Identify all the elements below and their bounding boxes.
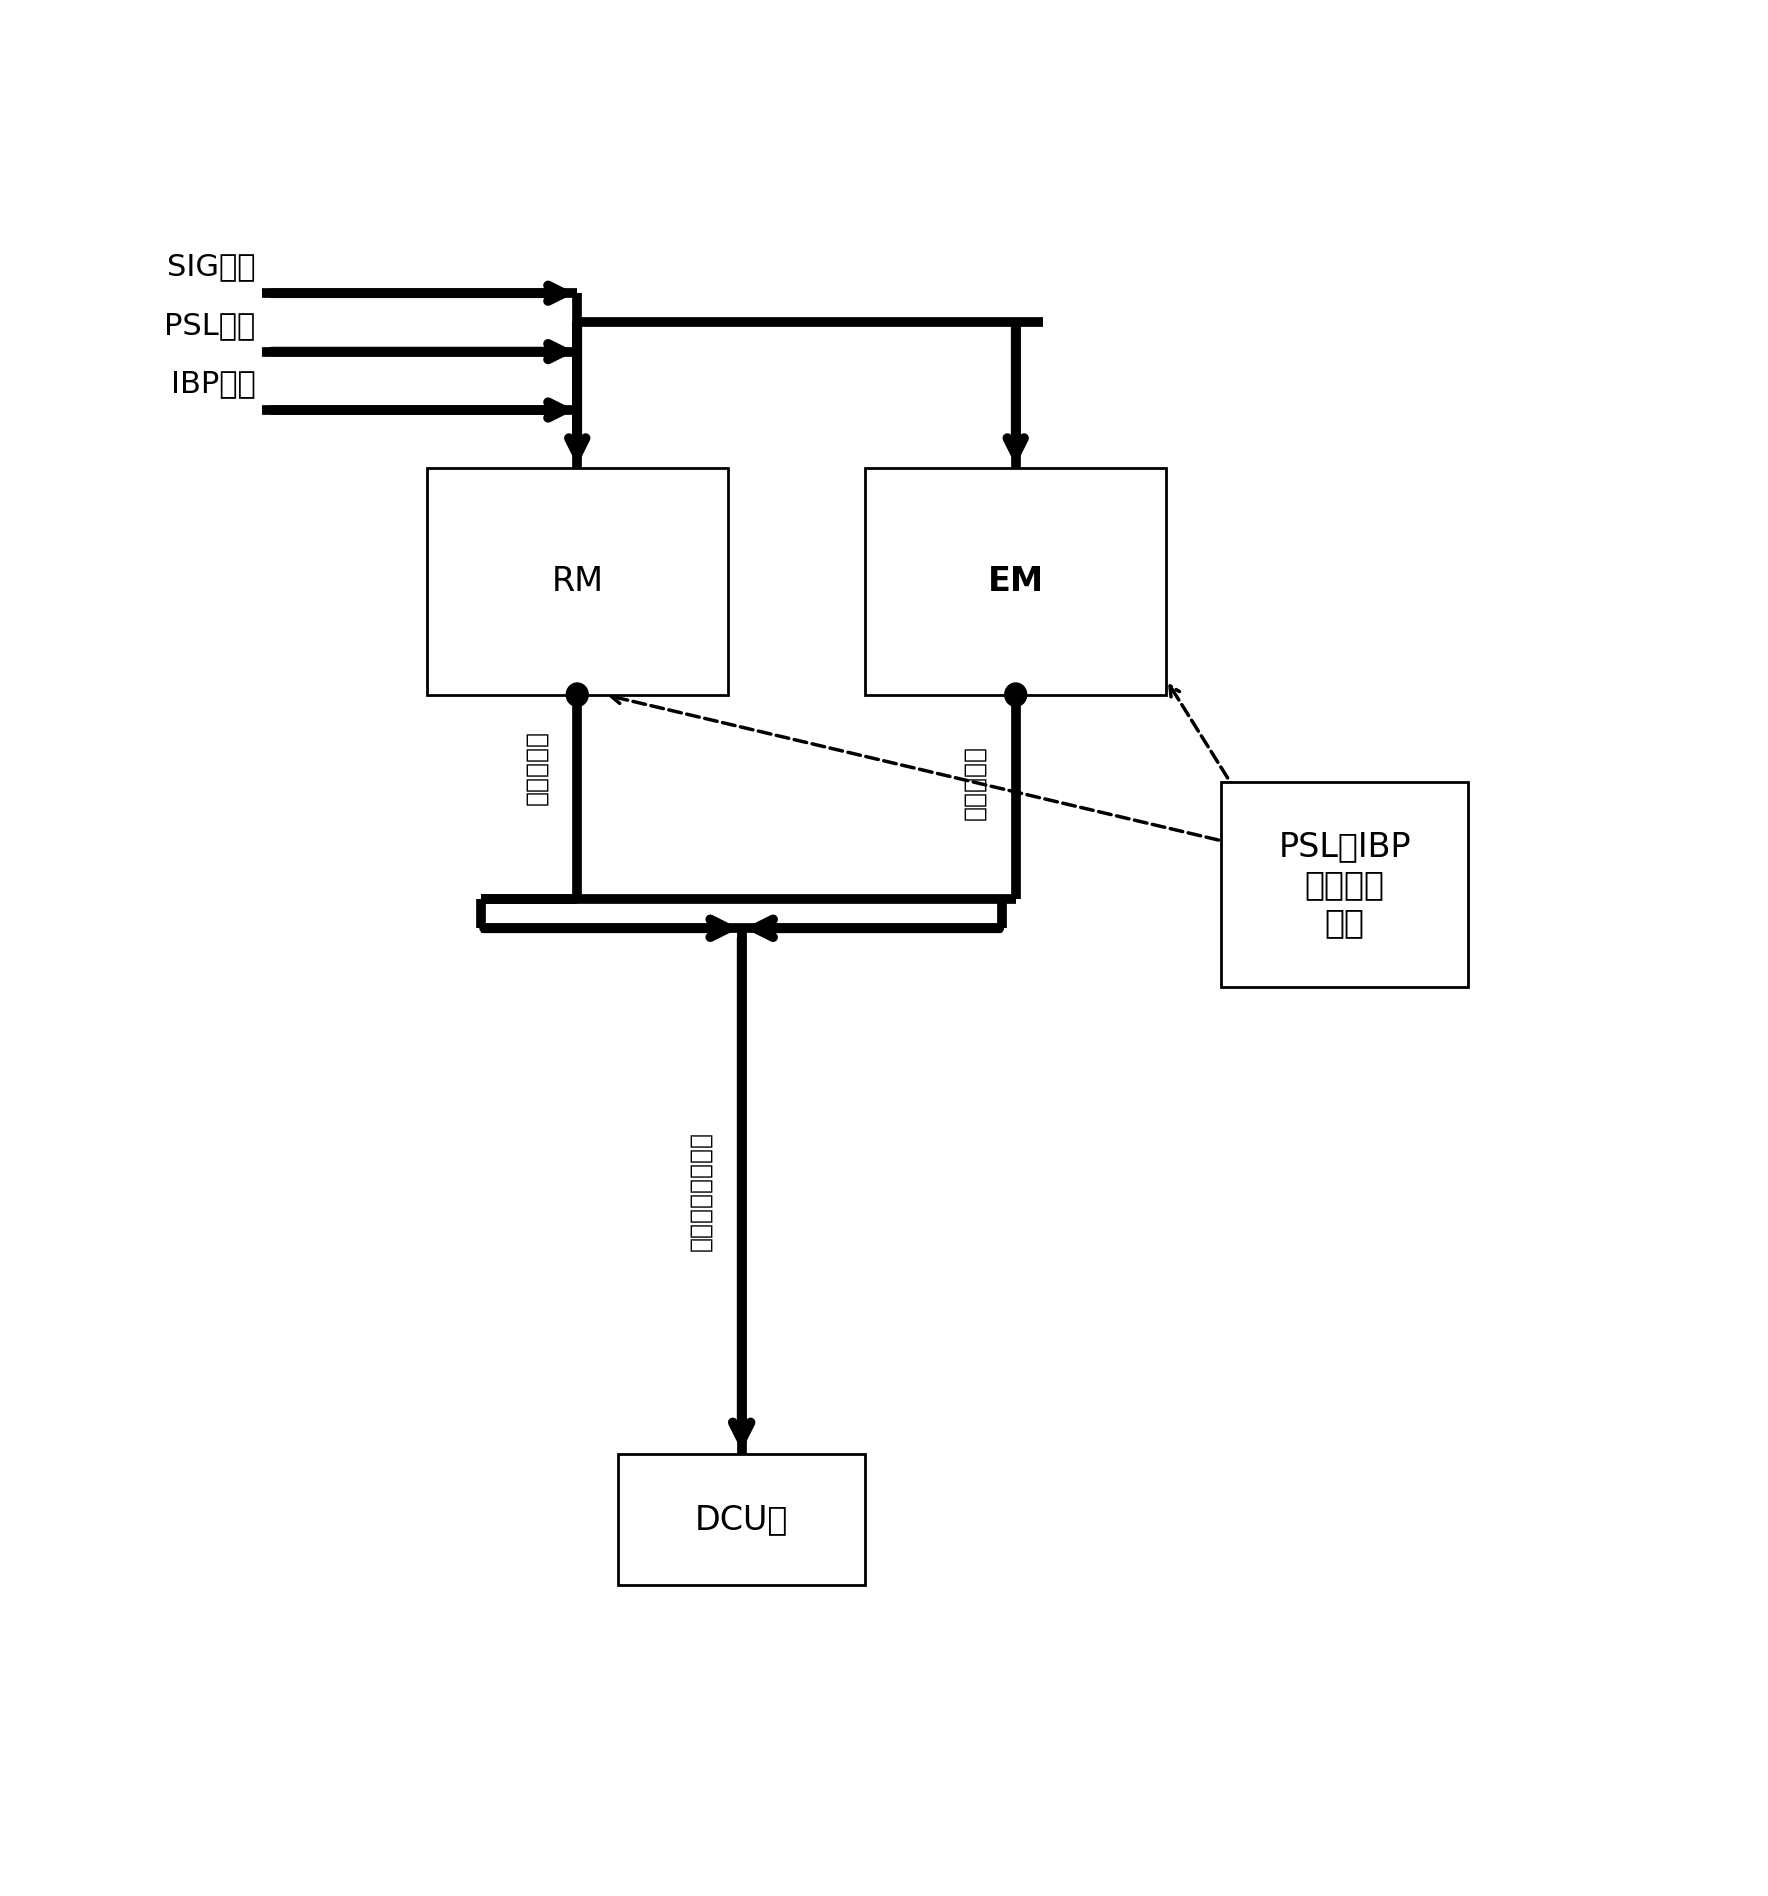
Bar [426, 468, 728, 694]
Circle shape [1004, 683, 1027, 707]
Text: PSL、IBP
上的切换
开关: PSL、IBP 上的切换 开关 [1278, 830, 1411, 939]
Bar [865, 468, 1167, 694]
Text: EM: EM [988, 565, 1043, 597]
Text: 开关门命令: 开关门命令 [962, 745, 987, 819]
Circle shape [566, 683, 589, 707]
Bar [1222, 783, 1467, 986]
Text: DCU组: DCU组 [695, 1504, 789, 1536]
Bar [619, 1454, 865, 1585]
Text: SIG命令: SIG命令 [166, 252, 255, 281]
Text: 开关门命令: 开关门命令 [523, 730, 548, 806]
Text: PSL命令: PSL命令 [164, 311, 255, 339]
Text: IBP命令: IBP命令 [170, 370, 255, 398]
Text: RM: RM [552, 565, 603, 597]
Text: 通道关门开关命令: 通道关门开关命令 [688, 1132, 713, 1251]
